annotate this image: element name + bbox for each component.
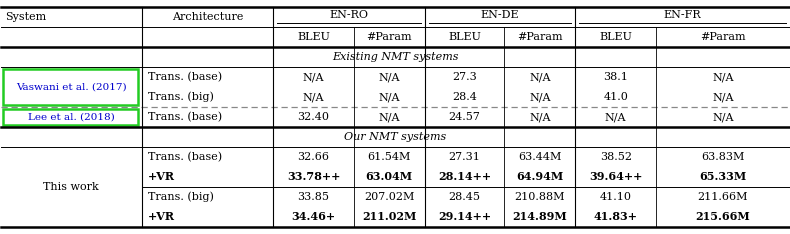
Text: 65.33M: 65.33M xyxy=(699,172,747,183)
Text: N/A: N/A xyxy=(529,92,551,102)
Text: 211.66M: 211.66M xyxy=(698,192,748,202)
Text: EN-DE: EN-DE xyxy=(481,10,519,20)
Bar xyxy=(3,109,138,125)
Text: N/A: N/A xyxy=(378,92,400,102)
Text: 28.4: 28.4 xyxy=(452,92,477,102)
Text: 63.44M: 63.44M xyxy=(518,152,562,162)
Text: BLEU: BLEU xyxy=(600,32,632,42)
Text: 61.54M: 61.54M xyxy=(367,152,411,162)
Text: 32.40: 32.40 xyxy=(298,112,329,122)
Text: 27.31: 27.31 xyxy=(449,152,480,162)
Text: Trans. (base): Trans. (base) xyxy=(148,152,222,162)
Text: Vaswani et al. (2017): Vaswani et al. (2017) xyxy=(16,83,126,91)
Text: #Param: #Param xyxy=(700,32,746,42)
Text: +VR: +VR xyxy=(148,212,175,223)
Text: Architecture: Architecture xyxy=(171,12,243,22)
Text: Existing NMT systems: Existing NMT systems xyxy=(333,52,459,62)
Text: 34.46+: 34.46+ xyxy=(292,212,336,223)
Text: +VR: +VR xyxy=(148,172,175,183)
Text: 64.94M: 64.94M xyxy=(517,172,563,183)
Text: 38.52: 38.52 xyxy=(600,152,632,162)
Text: 29.14++: 29.14++ xyxy=(438,212,491,223)
Text: 27.3: 27.3 xyxy=(452,72,477,82)
Text: 215.66M: 215.66M xyxy=(695,212,750,223)
Text: 28.14++: 28.14++ xyxy=(438,172,491,183)
Text: 207.02M: 207.02M xyxy=(364,192,415,202)
Text: Lee et al. (2018): Lee et al. (2018) xyxy=(28,113,115,121)
Text: 33.78++: 33.78++ xyxy=(287,172,340,183)
Text: 41.10: 41.10 xyxy=(600,192,632,202)
Text: N/A: N/A xyxy=(303,92,324,102)
Text: 38.1: 38.1 xyxy=(604,72,628,82)
Text: #Param: #Param xyxy=(517,32,562,42)
Text: 24.57: 24.57 xyxy=(449,112,480,122)
Text: Our NMT systems: Our NMT systems xyxy=(344,132,446,142)
Text: N/A: N/A xyxy=(378,72,400,82)
Text: 41.0: 41.0 xyxy=(604,92,628,102)
Text: 211.02M: 211.02M xyxy=(362,212,416,223)
Text: N/A: N/A xyxy=(605,112,626,122)
Text: 63.04M: 63.04M xyxy=(366,172,413,183)
Text: Trans. (big): Trans. (big) xyxy=(148,92,214,102)
Text: 28.45: 28.45 xyxy=(449,192,480,202)
Text: N/A: N/A xyxy=(713,112,734,122)
Text: EN-RO: EN-RO xyxy=(329,10,368,20)
Text: 39.64++: 39.64++ xyxy=(589,172,642,183)
Text: N/A: N/A xyxy=(303,72,324,82)
Text: BLEU: BLEU xyxy=(297,32,330,42)
Text: This work: This work xyxy=(43,182,100,192)
Text: #Param: #Param xyxy=(367,32,412,42)
Text: N/A: N/A xyxy=(529,72,551,82)
Text: 33.85: 33.85 xyxy=(298,192,329,202)
Text: EN-FR: EN-FR xyxy=(664,10,702,20)
Text: Trans. (base): Trans. (base) xyxy=(148,72,222,82)
Text: 210.88M: 210.88M xyxy=(514,192,565,202)
Text: Trans. (base): Trans. (base) xyxy=(148,112,222,122)
Text: 63.83M: 63.83M xyxy=(702,152,745,162)
Bar xyxy=(3,69,138,105)
Text: 214.89M: 214.89M xyxy=(513,212,567,223)
Text: 32.66: 32.66 xyxy=(298,152,329,162)
Text: N/A: N/A xyxy=(713,72,734,82)
Text: Trans. (big): Trans. (big) xyxy=(148,192,214,202)
Text: System: System xyxy=(5,12,47,22)
Text: N/A: N/A xyxy=(529,112,551,122)
Text: N/A: N/A xyxy=(378,112,400,122)
Text: 41.83+: 41.83+ xyxy=(593,212,638,223)
Text: N/A: N/A xyxy=(713,92,734,102)
Text: BLEU: BLEU xyxy=(448,32,481,42)
